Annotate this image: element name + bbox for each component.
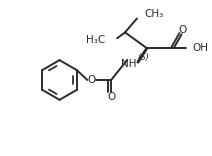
Text: OH: OH: [192, 43, 209, 53]
Text: H₃C: H₃C: [86, 35, 105, 45]
Text: O: O: [179, 25, 187, 35]
Text: O: O: [87, 75, 95, 85]
Text: NH: NH: [121, 59, 137, 69]
Text: CH₃: CH₃: [144, 10, 163, 20]
Text: O: O: [107, 92, 115, 102]
Text: (S): (S): [137, 53, 149, 62]
